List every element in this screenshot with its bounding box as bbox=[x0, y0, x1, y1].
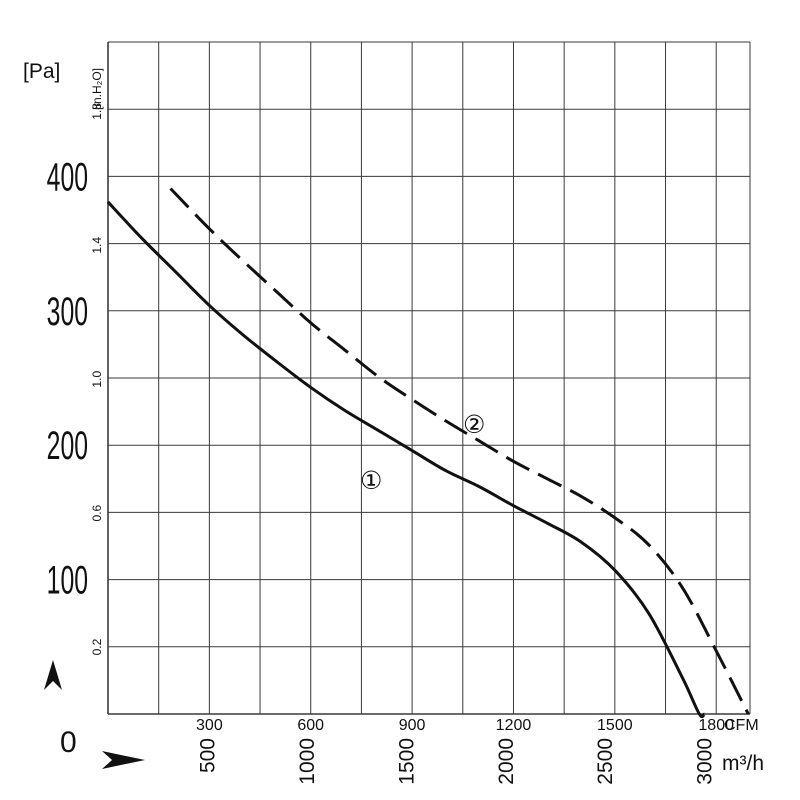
y-tick-label-inh2o: 0.6 bbox=[90, 504, 104, 521]
up-arrowhead-icon bbox=[44, 660, 62, 690]
series-2-curve bbox=[169, 187, 750, 715]
y-tick-label-pa: 400 bbox=[47, 156, 88, 200]
series-1-curve bbox=[106, 200, 706, 719]
x-tick-label-cfm: 1200 bbox=[496, 717, 532, 734]
x-tick-label-cfm: 600 bbox=[297, 717, 324, 734]
x-tick-label-m3h: 2000 bbox=[495, 738, 518, 785]
grid bbox=[107, 41, 751, 715]
x-axis-label-m3h: m³/h bbox=[722, 752, 764, 775]
right-arrowhead-icon bbox=[102, 751, 145, 769]
y-tick-label-inh2o: 1.4 bbox=[90, 237, 104, 254]
x-tick-label-cfm: 1800 bbox=[698, 717, 734, 734]
x-tick-label-m3h: 1000 bbox=[296, 738, 319, 785]
y-axis-label-pa: [Pa] bbox=[23, 60, 60, 83]
y-tick-label-inh2o: 0.2 bbox=[90, 638, 104, 655]
x-tick-label-cfm: 1500 bbox=[597, 717, 633, 734]
x-tick-label-cfm: 900 bbox=[399, 717, 426, 734]
y-axis-label-inh2o: [in.H₂O] bbox=[90, 68, 104, 110]
y-tick-label-inh2o: 1.8 bbox=[90, 103, 104, 120]
tick-labels: 100 200 300 400 0.2 0.6 1.0 1.4 1.8 300 600 900 1200… bbox=[47, 103, 734, 785]
curves bbox=[106, 187, 750, 719]
y-tick-label-pa: 200 bbox=[47, 424, 88, 468]
series-1-marker: ① bbox=[360, 466, 382, 495]
y-tick-label-pa: 300 bbox=[47, 290, 88, 334]
y-tick-label-pa: 100 bbox=[47, 559, 88, 603]
x-tick-label-m3h: 1500 bbox=[395, 738, 418, 785]
x-tick-label-m3h: 3000 bbox=[694, 738, 717, 785]
series-2-marker: ② bbox=[463, 410, 485, 439]
y-tick-label-inh2o: 1.0 bbox=[90, 371, 104, 388]
x-axis-label-cfm: CFM bbox=[724, 717, 759, 734]
x-tick-label-m3h: 500 bbox=[196, 738, 219, 773]
origin-label: 0 bbox=[60, 726, 77, 759]
x-tick-label-cfm: 300 bbox=[196, 717, 223, 734]
x-tick-label-m3h: 2500 bbox=[594, 738, 617, 785]
